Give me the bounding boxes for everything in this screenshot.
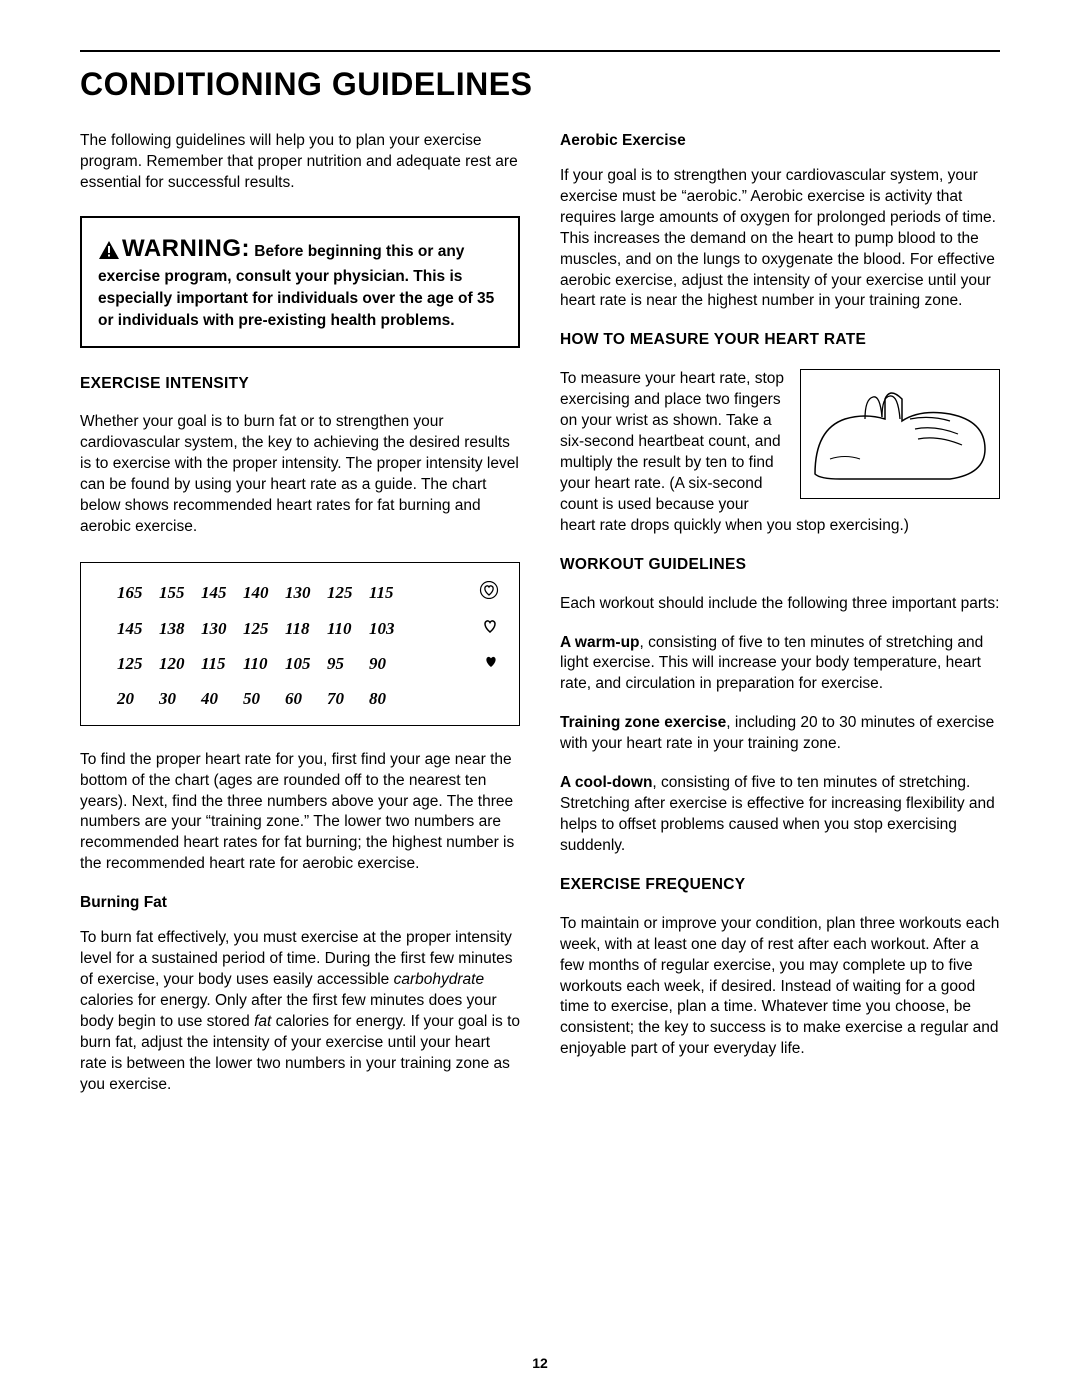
hr-cell: 165 [117, 582, 159, 605]
bold-run: Training zone exercise [560, 714, 726, 731]
chart-row-fat: 125 120 115 110 105 95 90 [117, 653, 499, 676]
burning-fat-heading: Burning Fat [80, 893, 520, 914]
measure-block: To measure your heart rate, stop exercis… [560, 369, 1000, 536]
left-column: The following guidelines will help you t… [80, 131, 520, 1114]
right-column: Aerobic Exercise If your goal is to stre… [560, 131, 1000, 1114]
age-cell: 50 [243, 688, 285, 711]
hr-cell: 118 [285, 618, 327, 641]
bold-run: A warm-up [560, 634, 640, 651]
hr-cell: 138 [159, 618, 201, 641]
wrist-icon [810, 379, 990, 489]
two-column-layout: The following guidelines will help you t… [80, 131, 1000, 1114]
cooldown-paragraph: A cool-down, consisting of five to ten m… [560, 773, 1000, 857]
frequency-paragraph: To maintain or improve your condition, p… [560, 914, 1000, 1060]
wrist-illustration [800, 369, 1000, 499]
hr-cell: 103 [369, 618, 411, 641]
page-title: CONDITIONING GUIDELINES [80, 66, 1000, 103]
hr-cell: 125 [243, 618, 285, 641]
burning-fat-paragraph: To burn fat effectively, you must exerci… [80, 928, 520, 1095]
hr-cell: 125 [117, 653, 159, 676]
intro-paragraph: The following guidelines will help you t… [80, 131, 520, 194]
age-cell: 60 [285, 688, 327, 711]
frequency-heading: EXERCISE FREQUENCY [560, 875, 1000, 896]
hr-cell: 110 [243, 653, 285, 676]
warmup-paragraph: A warm-up, consisting of five to ten min… [560, 633, 1000, 696]
hr-cell: 155 [159, 582, 201, 605]
hr-cell: 115 [201, 653, 243, 676]
hr-cell: 120 [159, 653, 201, 676]
hr-cell: 110 [327, 618, 369, 641]
top-rule [80, 50, 1000, 52]
age-cell: 30 [159, 688, 201, 711]
hr-cell: 105 [285, 653, 327, 676]
intensity-paragraph: Whether your goal is to burn fat or to s… [80, 412, 520, 538]
measure-lead-text: To measure your heart rate, stop exercis… [560, 370, 784, 492]
hr-cell: 90 [369, 653, 411, 676]
warning-lead: WARNING: [122, 235, 250, 262]
hr-cell: 130 [201, 618, 243, 641]
hr-cell: 95 [327, 653, 369, 676]
hr-cell: 125 [327, 582, 369, 605]
heart-solid-icon [471, 654, 499, 675]
age-cell: 40 [201, 688, 243, 711]
hr-cell: 115 [369, 582, 411, 605]
chart-row-mid: 145 138 130 125 118 110 103 [117, 618, 499, 641]
page-number: 12 [0, 1355, 1080, 1371]
aerobic-heading: Aerobic Exercise [560, 131, 1000, 152]
aerobic-paragraph: If your goal is to strengthen your cardi… [560, 166, 1000, 312]
workout-heading: WORKOUT GUIDELINES [560, 555, 1000, 576]
warning-triangle-icon [98, 240, 120, 267]
hr-cell: 130 [285, 582, 327, 605]
age-cell: 70 [327, 688, 369, 711]
heart-outline-icon [471, 618, 499, 641]
chart-row-ages: 20 30 40 50 60 70 80 [117, 688, 499, 711]
italic-run: carbohydrate [394, 971, 484, 988]
heart-rate-chart: 165 155 145 140 130 125 115 145 138 130 … [80, 562, 520, 726]
hr-cell: 145 [117, 618, 159, 641]
measure-heading: HOW TO MEASURE YOUR HEART RATE [560, 330, 1000, 351]
age-cell: 80 [369, 688, 411, 711]
bold-run: A cool-down [560, 774, 652, 791]
after-chart-paragraph: To find the proper heart rate for you, f… [80, 750, 520, 876]
trainingzone-paragraph: Training zone exercise, including 20 to … [560, 713, 1000, 755]
exercise-intensity-heading: EXERCISE INTENSITY [80, 374, 520, 395]
italic-run: fat [254, 1013, 271, 1030]
age-cell: 20 [117, 688, 159, 711]
workout-intro: Each workout should include the followin… [560, 594, 1000, 615]
warning-text: WARNING: Before beginning this or any ex… [98, 232, 502, 332]
hr-cell: 140 [243, 582, 285, 605]
chart-row-aerobic: 165 155 145 140 130 125 115 [117, 581, 499, 606]
heart-outline-double-icon [471, 581, 499, 606]
hr-cell: 145 [201, 582, 243, 605]
warning-box: WARNING: Before beginning this or any ex… [80, 216, 520, 348]
